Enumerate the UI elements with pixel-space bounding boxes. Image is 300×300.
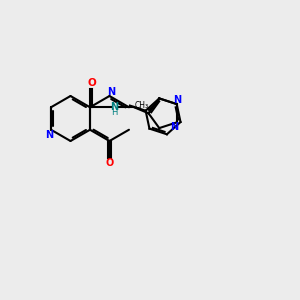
Text: O: O — [87, 78, 96, 88]
Text: N: N — [170, 122, 178, 132]
Text: N: N — [110, 102, 118, 112]
Text: O: O — [105, 158, 114, 168]
Text: CH₃: CH₃ — [134, 101, 148, 110]
Text: N: N — [107, 87, 115, 98]
Text: N: N — [46, 130, 54, 140]
Text: H: H — [111, 108, 118, 117]
Text: N: N — [172, 94, 181, 105]
